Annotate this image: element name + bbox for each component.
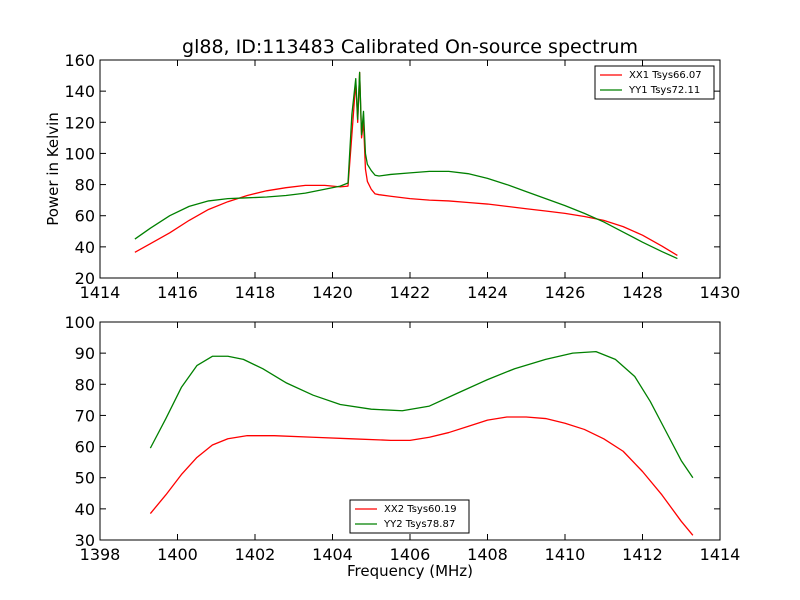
bottom-series-line-2 bbox=[149, 350, 694, 479]
bottom-x-tick-label: 1398 bbox=[80, 545, 121, 564]
bottom-y-tick-label: 80 bbox=[75, 375, 95, 394]
bottom-x-tick-label: 1402 bbox=[235, 545, 276, 564]
bottom-legend-label-yy2: YY2 Tsys78.87 bbox=[383, 519, 455, 530]
top-legend: XX1 Tsys66.07 YY1 Tsys72.11 bbox=[594, 65, 715, 100]
bottom-x-tick-label: 1406 bbox=[390, 545, 431, 564]
top-x-tick-label: 1428 bbox=[622, 283, 663, 302]
top-x-tick-label: 1424 bbox=[467, 283, 508, 302]
top-series-layer bbox=[134, 71, 678, 260]
top-x-tick-label: 1426 bbox=[545, 283, 586, 302]
bottom-series-line-1 bbox=[149, 416, 694, 536]
top-legend-box bbox=[594, 65, 715, 100]
bottom-x-tick-label: 1404 bbox=[312, 545, 353, 564]
bottom-y-tick-label: 50 bbox=[75, 469, 95, 488]
top-x-tick-label: 1414 bbox=[80, 283, 121, 302]
bottom-x-tick-label: 1408 bbox=[467, 545, 508, 564]
top-y-tick-label: 40 bbox=[75, 238, 95, 257]
bottom-y-tick-label: 90 bbox=[75, 344, 95, 363]
top-legend-label-xx1: XX1 Tsys66.07 bbox=[629, 70, 702, 81]
top-y-tick-label: 60 bbox=[75, 207, 95, 226]
bottom-legend: XX2 Tsys60.19 YY2 Tsys78.87 bbox=[349, 499, 470, 534]
top-ticks: 1414 1416 1418 1420 1422 1424 1426 1428 1430 20 40… bbox=[64, 51, 740, 302]
bottom-x-tick-label: 1410 bbox=[545, 545, 586, 564]
bottom-y-tick-label: 60 bbox=[75, 438, 95, 457]
top-y-axis-label: Power in Kelvin bbox=[44, 112, 62, 226]
bottom-y-tick-label: 40 bbox=[75, 500, 95, 519]
bottom-series-layer bbox=[149, 350, 694, 536]
top-chart: gl88, ID:113483 Calibrated On-source spe… bbox=[44, 36, 740, 302]
top-y-tick-label: 80 bbox=[75, 176, 95, 195]
bottom-y-tick-label: 70 bbox=[75, 406, 95, 425]
top-legend-label-yy1: YY1 Tsys72.11 bbox=[628, 85, 700, 96]
bottom-chart: 1398 1400 1402 1404 1406 1408 1410 1412 1414 30 40… bbox=[64, 313, 740, 580]
bottom-x-axis-label: Frequency (MHz) bbox=[347, 562, 473, 580]
top-y-tick-label: 140 bbox=[64, 82, 95, 101]
bottom-x-tick-label: 1412 bbox=[622, 545, 663, 564]
bottom-y-tick-label: 100 bbox=[64, 313, 95, 332]
top-x-tick-label: 1422 bbox=[390, 283, 431, 302]
top-y-tick-label: 100 bbox=[64, 144, 95, 163]
bottom-x-tick-label: 1400 bbox=[157, 545, 198, 564]
bottom-legend-box bbox=[349, 499, 470, 534]
top-x-tick-label: 1420 bbox=[312, 283, 353, 302]
top-series-line-2 bbox=[134, 71, 678, 260]
bottom-legend-label-xx2: XX2 Tsys60.19 bbox=[384, 504, 457, 515]
top-y-tick-label: 120 bbox=[64, 113, 95, 132]
top-y-tick-label: 20 bbox=[75, 269, 95, 288]
bottom-ticks: 1398 1400 1402 1404 1406 1408 1410 1412 1414 30 40… bbox=[64, 313, 740, 564]
top-series-line-1 bbox=[134, 71, 678, 256]
bottom-y-tick-label: 30 bbox=[75, 531, 95, 550]
bottom-x-tick-label: 1414 bbox=[700, 545, 741, 564]
top-y-tick-label: 160 bbox=[64, 51, 95, 70]
top-x-tick-label: 1430 bbox=[700, 283, 741, 302]
top-x-tick-label: 1416 bbox=[157, 283, 198, 302]
top-x-tick-label: 1418 bbox=[235, 283, 276, 302]
chart-title: gl88, ID:113483 Calibrated On-source spe… bbox=[182, 36, 638, 58]
